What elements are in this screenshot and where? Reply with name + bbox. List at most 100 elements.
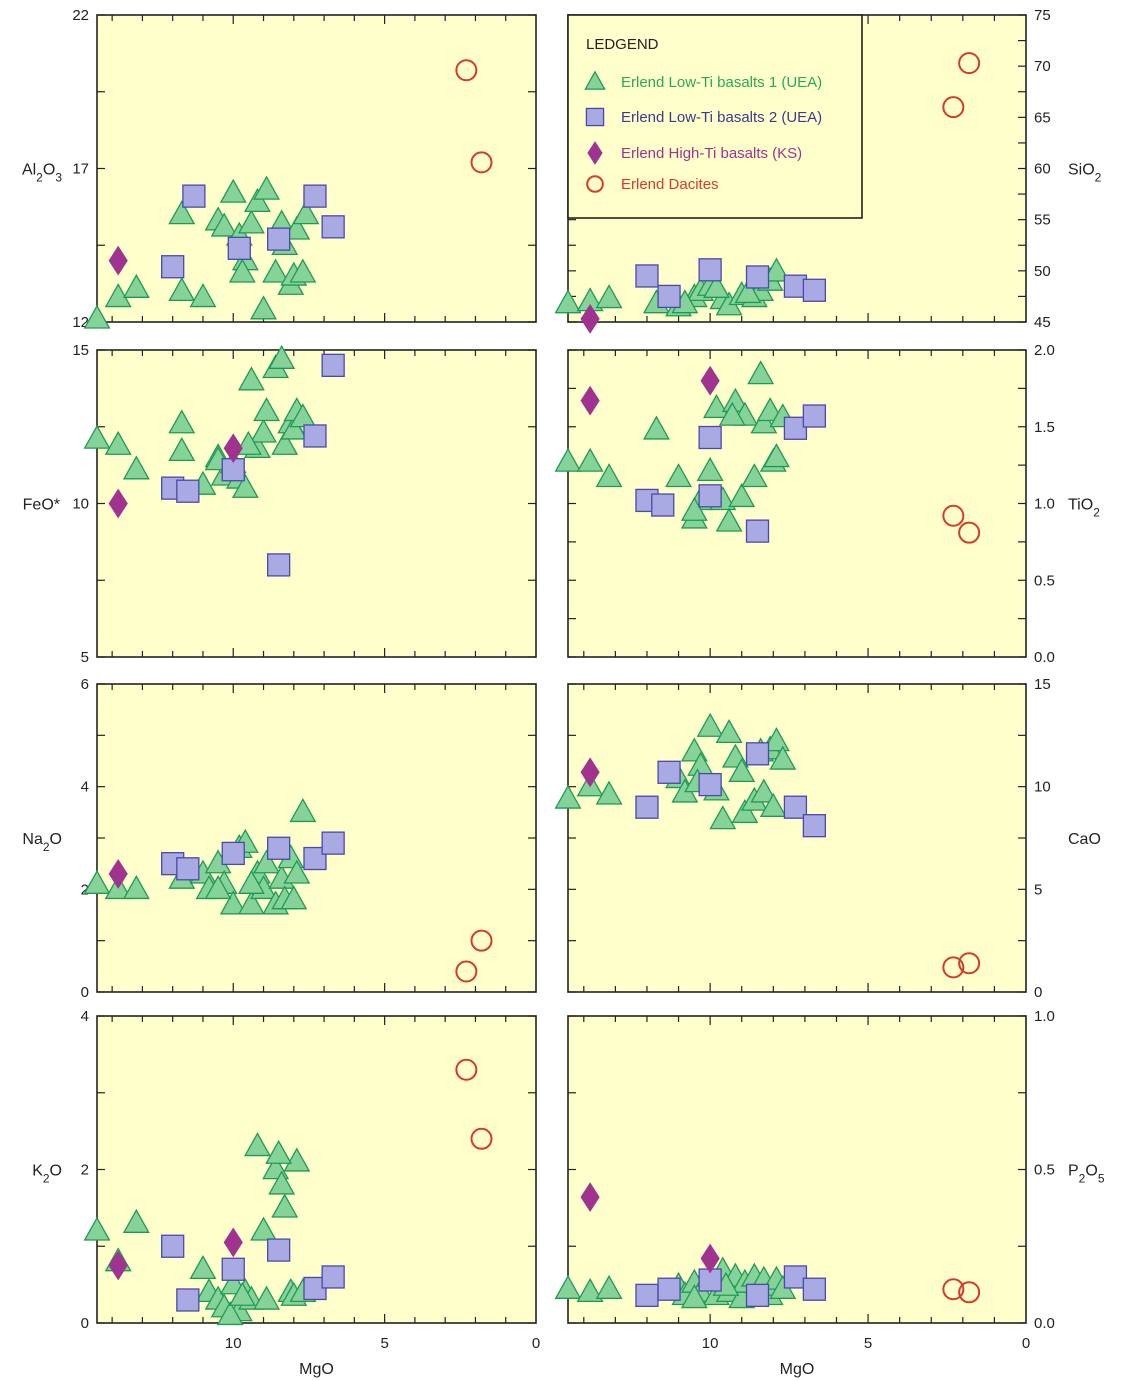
data-point	[595, 284, 623, 309]
data-point	[108, 245, 128, 276]
data-point	[289, 798, 317, 823]
series-diamond	[580, 1182, 720, 1274]
y-tick-label: 2.0	[1034, 342, 1055, 359]
data-point	[595, 780, 623, 805]
data-point	[176, 479, 200, 503]
data-point	[250, 418, 277, 443]
x-axis-label: MgO	[299, 1361, 334, 1378]
y-tick-label: 0	[1034, 984, 1042, 1001]
data-point	[219, 890, 247, 915]
y-tick-label: 70	[1034, 58, 1051, 75]
data-point	[189, 283, 217, 308]
data-point	[554, 289, 582, 314]
data-point	[292, 200, 320, 225]
data-point	[715, 507, 743, 532]
data-point	[237, 209, 265, 234]
data-point	[580, 304, 600, 334]
data-point	[237, 869, 265, 894]
legend: LEDGEND Erlend Low-Ti basalts 1 (UEA) Erle…	[567, 14, 863, 219]
data-point	[244, 187, 271, 213]
data-point	[595, 1274, 623, 1299]
data-point	[223, 433, 243, 464]
series-square	[161, 831, 345, 881]
data-point	[783, 416, 808, 440]
y-tick-label: 5	[1034, 881, 1042, 898]
data-point	[696, 712, 724, 737]
y-axis-label: FeO*	[23, 497, 60, 514]
series-square	[161, 353, 345, 577]
y-axis-label: Na2O	[22, 831, 62, 854]
data-point	[268, 1170, 296, 1195]
data-point	[271, 1193, 299, 1218]
panel-p2o5: 0.0 0.5 1.0 P2O5	[554, 1008, 1105, 1332]
data-point	[83, 424, 111, 449]
data-point	[253, 1285, 281, 1310]
data-point	[161, 255, 185, 279]
data-point	[223, 1227, 243, 1258]
y-tick-label: 1.5	[1034, 419, 1055, 436]
data-point	[253, 175, 281, 200]
data-point	[657, 760, 681, 784]
data-point	[942, 504, 965, 527]
data-point	[696, 456, 724, 482]
data-point	[289, 403, 317, 428]
data-point	[321, 353, 345, 378]
data-point	[228, 258, 256, 283]
data-point	[228, 1281, 256, 1306]
data-point	[576, 447, 604, 472]
y-tick-label: 4	[81, 779, 89, 796]
data-point	[267, 836, 291, 860]
data-point	[802, 1277, 827, 1301]
data-point	[168, 436, 196, 462]
data-point	[253, 397, 281, 422]
series-circle	[455, 59, 493, 174]
data-point	[250, 1216, 277, 1241]
y-axis-label: P2O5	[1068, 1163, 1105, 1186]
data-point	[715, 718, 743, 744]
data-point	[283, 1147, 311, 1172]
data-point	[595, 463, 623, 488]
data-point	[942, 956, 965, 979]
data-point	[783, 1265, 808, 1289]
data-point	[455, 1058, 478, 1081]
x-tick-label: 0	[1022, 1335, 1030, 1352]
data-point	[657, 1277, 681, 1301]
series-square	[635, 742, 827, 838]
series-circle	[942, 504, 981, 544]
y-tick-label: 55	[1034, 212, 1051, 229]
plot-area	[567, 683, 1027, 993]
data-point	[231, 473, 259, 498]
y-tick-label: 60	[1034, 161, 1051, 178]
data-point	[219, 178, 247, 203]
data-point	[267, 227, 291, 251]
panel-na2o: 0 2 4 6 Na2O	[22, 676, 537, 1001]
data-point	[680, 496, 708, 521]
panel-tio2: 0.0 0.5 1.0 1.5 2.0 TiO2	[554, 342, 1100, 666]
data-point	[709, 805, 737, 830]
data-point	[83, 869, 111, 894]
data-point	[303, 846, 327, 871]
data-point	[267, 553, 291, 577]
series-circle	[942, 1278, 981, 1304]
data-point	[470, 929, 493, 952]
data-point	[108, 1250, 128, 1281]
data-point	[728, 483, 756, 508]
panel-k2o: 0 2 4 K2O	[32, 1008, 537, 1332]
data-point	[745, 1283, 770, 1308]
series-triangle	[554, 257, 790, 317]
data-point	[253, 849, 281, 874]
legend-box	[567, 14, 863, 219]
data-point	[745, 265, 770, 289]
y-tick-label: 1.0	[1034, 496, 1055, 513]
data-point	[745, 519, 770, 543]
diamond-icon	[587, 141, 603, 165]
data-point	[271, 430, 299, 455]
legend-item-square: Erlend Low-Ti basalts 2 (UEA)	[585, 107, 822, 127]
legend-item-diamond: Erlend High-Ti basalts (KS)	[587, 141, 802, 165]
y-tick-label: 15	[1034, 676, 1051, 693]
x-axis-label: MgO	[780, 1361, 815, 1378]
data-point	[83, 304, 111, 329]
data-point	[283, 215, 311, 240]
data-point	[745, 742, 770, 766]
